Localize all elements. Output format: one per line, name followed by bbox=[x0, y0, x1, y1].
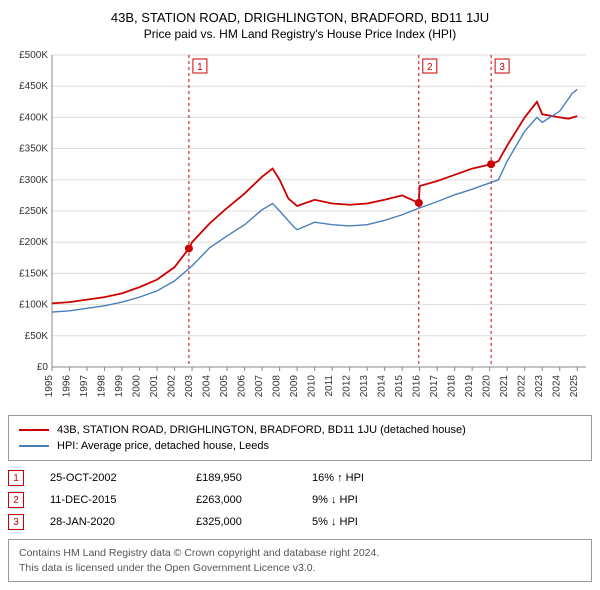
marker-date: 28-JAN-2020 bbox=[50, 516, 190, 528]
svg-text:2011: 2011 bbox=[324, 375, 335, 397]
marker-number-box: 1 bbox=[8, 470, 24, 486]
svg-text:2002: 2002 bbox=[167, 375, 178, 398]
marker-price: £325,000 bbox=[196, 516, 306, 528]
svg-text:£0: £0 bbox=[37, 362, 49, 373]
svg-text:2018: 2018 bbox=[447, 375, 458, 398]
svg-text:1997: 1997 bbox=[79, 375, 90, 398]
svg-text:2019: 2019 bbox=[464, 375, 475, 398]
legend-item: 43B, STATION ROAD, DRIGHLINGTON, BRADFOR… bbox=[19, 422, 581, 438]
svg-text:2009: 2009 bbox=[289, 375, 300, 398]
svg-text:2015: 2015 bbox=[394, 375, 405, 398]
marker-number-box: 2 bbox=[8, 492, 24, 508]
svg-text:2003: 2003 bbox=[184, 375, 195, 398]
marker-pct: 5% ↓ HPI bbox=[312, 516, 432, 528]
svg-text:£150K: £150K bbox=[19, 268, 48, 279]
marker-row: 1 25-OCT-2002 £189,950 16% ↑ HPI bbox=[8, 467, 592, 489]
svg-text:£500K: £500K bbox=[19, 50, 48, 61]
chart-title-main: 43B, STATION ROAD, DRIGHLINGTON, BRADFOR… bbox=[8, 10, 592, 25]
marker-price: £189,950 bbox=[196, 472, 306, 484]
svg-text:2020: 2020 bbox=[482, 375, 493, 398]
svg-text:2007: 2007 bbox=[254, 375, 265, 398]
svg-text:2016: 2016 bbox=[412, 375, 423, 398]
svg-text:1996: 1996 bbox=[62, 375, 73, 398]
svg-text:2017: 2017 bbox=[429, 375, 440, 398]
svg-text:2005: 2005 bbox=[219, 375, 230, 398]
marker-number-box: 3 bbox=[8, 514, 24, 530]
attribution: Contains HM Land Registry data © Crown c… bbox=[8, 539, 592, 582]
legend: 43B, STATION ROAD, DRIGHLINGTON, BRADFOR… bbox=[8, 415, 592, 461]
svg-text:£200K: £200K bbox=[19, 237, 48, 248]
marker-date: 25-OCT-2002 bbox=[50, 472, 190, 484]
svg-text:£400K: £400K bbox=[19, 112, 48, 123]
svg-text:£350K: £350K bbox=[19, 144, 48, 155]
marker-table: 1 25-OCT-2002 £189,950 16% ↑ HPI 2 11-DEC-201… bbox=[8, 467, 592, 533]
chart-svg: £0 £50K £100K £150K £200K £250K £300K £350K £400… bbox=[8, 49, 592, 409]
svg-text:1999: 1999 bbox=[114, 375, 125, 398]
svg-text:2023: 2023 bbox=[534, 375, 545, 398]
svg-text:1995: 1995 bbox=[44, 375, 55, 398]
legend-swatch bbox=[19, 429, 49, 431]
svg-text:£50K: £50K bbox=[25, 331, 49, 342]
svg-text:2000: 2000 bbox=[132, 375, 143, 398]
svg-text:2004: 2004 bbox=[202, 375, 213, 398]
svg-text:1998: 1998 bbox=[97, 375, 108, 398]
line-chart: £0 £50K £100K £150K £200K £250K £300K £350K £400… bbox=[8, 49, 592, 409]
svg-text:2010: 2010 bbox=[307, 375, 318, 398]
svg-text:£100K: £100K bbox=[19, 300, 48, 311]
svg-text:2021: 2021 bbox=[499, 375, 510, 398]
marker-row: 2 11-DEC-2015 £263,000 9% ↓ HPI bbox=[8, 489, 592, 511]
svg-text:2001: 2001 bbox=[149, 375, 160, 398]
attribution-line-1: Contains HM Land Registry data © Crown c… bbox=[19, 546, 581, 561]
svg-text:2: 2 bbox=[427, 62, 433, 73]
svg-text:2014: 2014 bbox=[377, 375, 388, 398]
svg-text:1: 1 bbox=[197, 62, 203, 73]
attribution-line-2: This data is licensed under the Open Gov… bbox=[19, 561, 581, 576]
svg-text:2013: 2013 bbox=[359, 375, 370, 398]
svg-text:2024: 2024 bbox=[552, 375, 563, 398]
svg-text:2012: 2012 bbox=[342, 375, 353, 398]
marker-row: 3 28-JAN-2020 £325,000 5% ↓ HPI bbox=[8, 511, 592, 533]
marker-pct: 9% ↓ HPI bbox=[312, 494, 432, 506]
svg-text:£300K: £300K bbox=[19, 175, 48, 186]
svg-text:2006: 2006 bbox=[237, 375, 248, 398]
svg-text:2008: 2008 bbox=[272, 375, 283, 398]
legend-item: HPI: Average price, detached house, Leed… bbox=[19, 438, 581, 454]
svg-text:£250K: £250K bbox=[19, 206, 48, 217]
legend-swatch bbox=[19, 445, 49, 447]
legend-label: HPI: Average price, detached house, Leed… bbox=[57, 440, 269, 452]
svg-text:3: 3 bbox=[499, 62, 505, 73]
svg-text:2022: 2022 bbox=[517, 375, 528, 398]
marker-date: 11-DEC-2015 bbox=[50, 494, 190, 506]
legend-label: 43B, STATION ROAD, DRIGHLINGTON, BRADFOR… bbox=[57, 424, 466, 436]
marker-pct: 16% ↑ HPI bbox=[312, 472, 432, 484]
chart-title-sub: Price paid vs. HM Land Registry's House … bbox=[8, 27, 592, 41]
marker-price: £263,000 bbox=[196, 494, 306, 506]
svg-text:£450K: £450K bbox=[19, 81, 48, 92]
svg-text:2025: 2025 bbox=[569, 375, 580, 398]
